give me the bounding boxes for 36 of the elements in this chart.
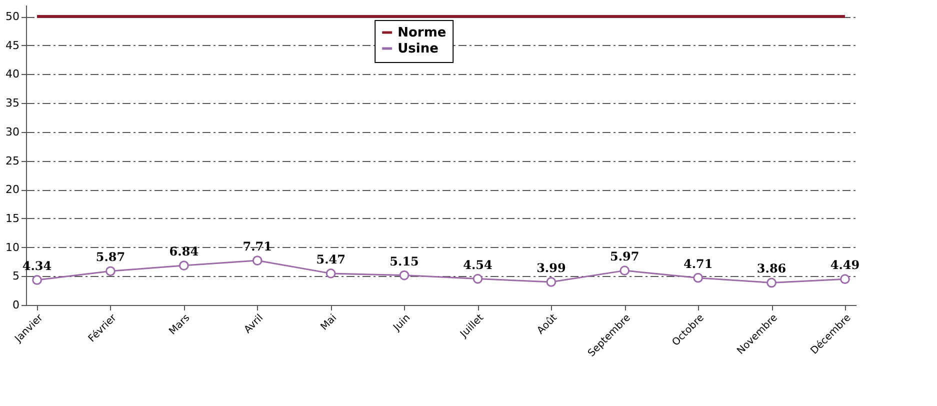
y-tick-label: 50	[6, 10, 20, 24]
data-label: 4.49	[830, 258, 860, 272]
x-tick-label: Mai	[318, 312, 340, 333]
data-label: 4.71	[683, 256, 713, 271]
data-label: 5.47	[316, 252, 346, 266]
point	[766, 278, 776, 288]
data-label: 4.54	[463, 258, 492, 272]
y-tick-label: 20	[6, 183, 20, 196]
legend-label: Usine	[398, 42, 439, 56]
y-tick-label: 35	[6, 96, 20, 110]
data-label: 5.97	[610, 250, 640, 264]
point	[840, 274, 850, 284]
data-label: 3.99	[536, 260, 566, 275]
y-tick-label: 25	[6, 154, 20, 168]
y-tick-label: 45	[6, 38, 20, 52]
point	[106, 266, 116, 276]
data-label: 5.15	[390, 254, 419, 268]
legend-label: Norme	[398, 26, 446, 40]
y-tick-label: 10	[6, 240, 20, 254]
point	[546, 277, 556, 287]
y-tick-label: 0	[12, 298, 20, 312]
point	[326, 268, 336, 278]
point	[472, 274, 483, 284]
point	[252, 256, 262, 266]
y-tick-label: 30	[6, 125, 20, 138]
point	[399, 270, 410, 280]
data-label: 5.87	[96, 250, 126, 264]
data-label: 6.84	[169, 244, 199, 259]
y-tick-label: 15	[6, 212, 20, 225]
point	[178, 260, 189, 270]
point	[32, 275, 42, 285]
data-label: 3.86	[756, 262, 786, 276]
point	[693, 272, 704, 283]
point	[620, 266, 630, 276]
y-tick-label: 40	[6, 68, 20, 81]
y-tick-label: 5	[12, 270, 20, 283]
